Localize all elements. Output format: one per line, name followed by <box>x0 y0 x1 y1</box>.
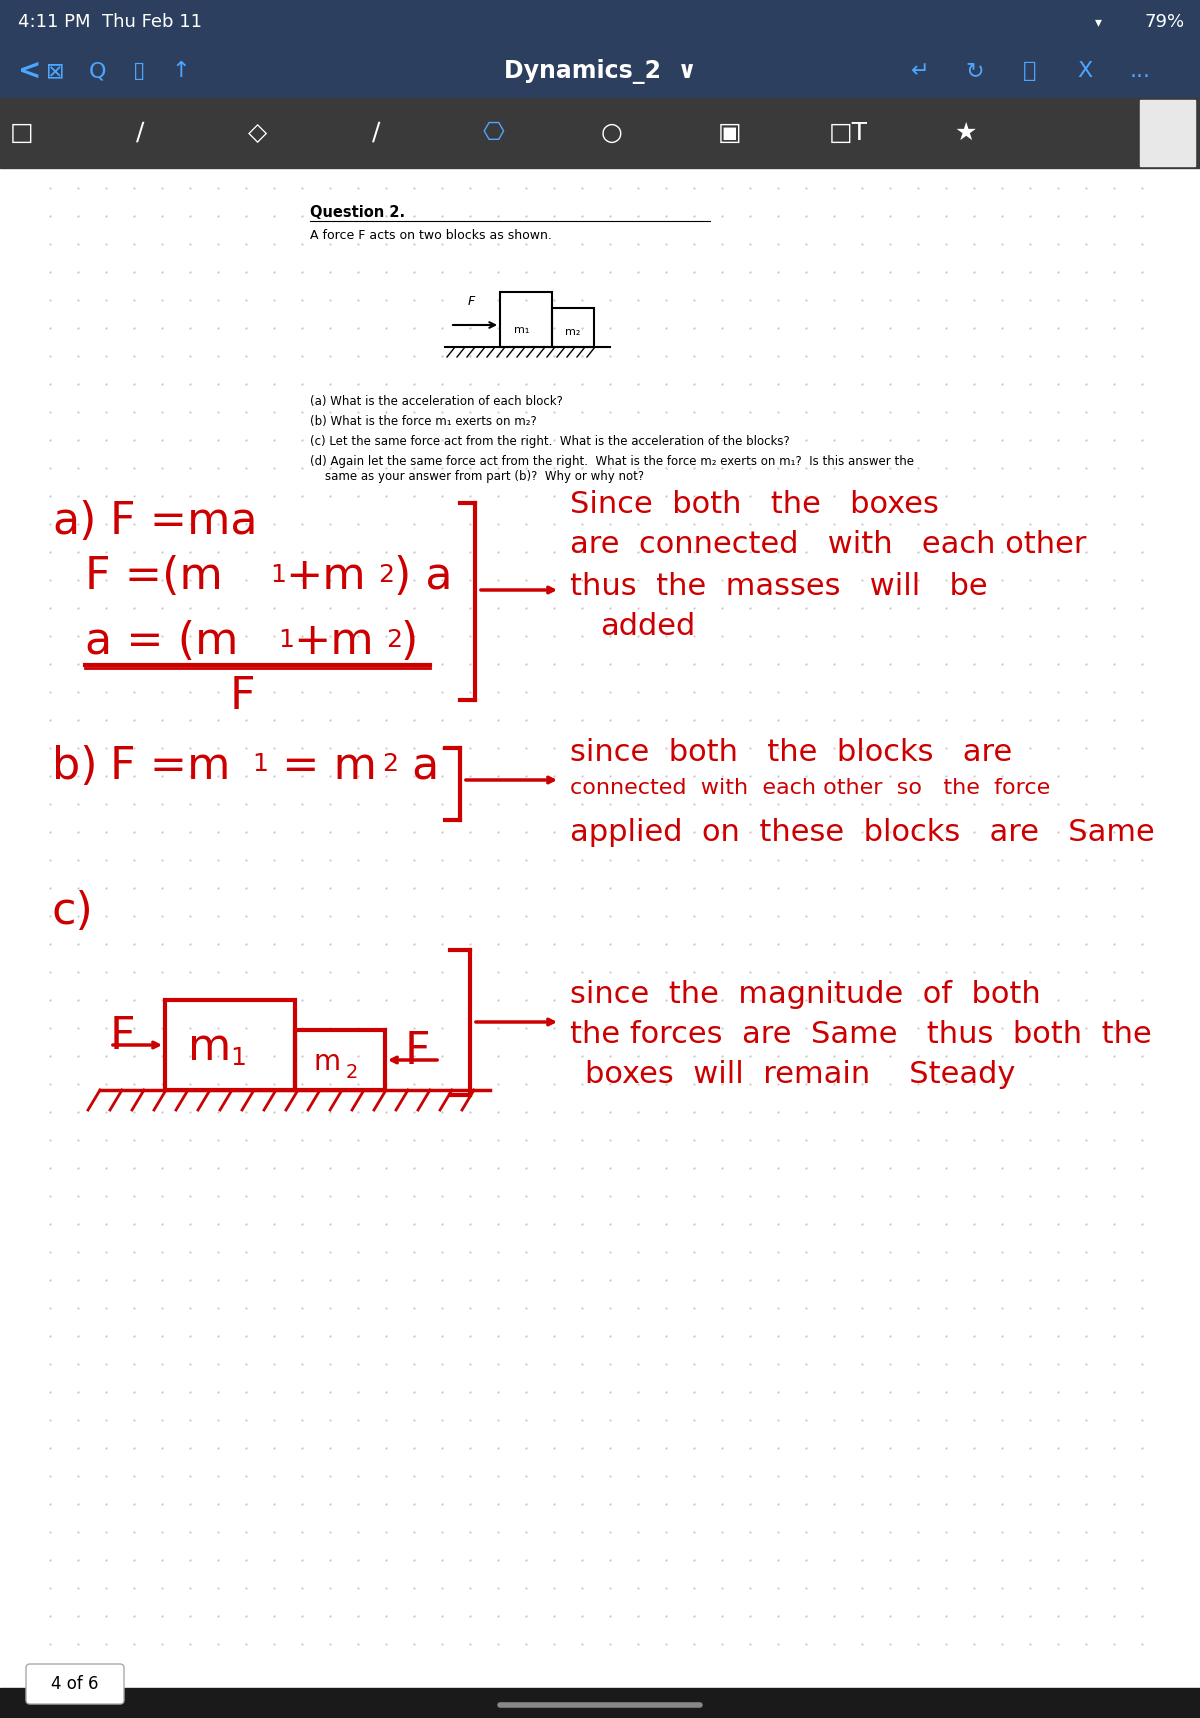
Text: m₁: m₁ <box>515 325 529 335</box>
Text: 79%: 79% <box>1145 14 1186 31</box>
Text: F: F <box>110 1015 136 1058</box>
Text: Since  both   the   boxes: Since both the boxes <box>570 490 938 519</box>
Text: a): a) <box>52 500 96 543</box>
Text: F: F <box>406 1031 431 1074</box>
Bar <box>166 1000 295 1089</box>
Text: (c) Let the same force act from the right.  What is the acceleration of the bloc: (c) Let the same force act from the righ… <box>310 435 790 448</box>
Text: ↻: ↻ <box>966 62 984 81</box>
Text: boxes  will  remain    Steady: boxes will remain Steady <box>586 1060 1015 1089</box>
Text: A force F acts on two blocks as shown.: A force F acts on two blocks as shown. <box>310 228 552 242</box>
Bar <box>0 1689 1200 1718</box>
Text: ▯: ▯ <box>133 62 145 81</box>
Text: ⎔: ⎔ <box>484 120 505 144</box>
Bar <box>552 308 594 347</box>
Text: +m: +m <box>293 620 373 663</box>
Text: since  the  magnitude  of  both: since the magnitude of both <box>570 979 1040 1008</box>
Text: 2: 2 <box>346 1062 358 1082</box>
FancyBboxPatch shape <box>26 1665 124 1704</box>
Text: F =ma: F =ma <box>110 500 258 543</box>
Text: ↵: ↵ <box>911 62 929 81</box>
Bar <box>0 0 1200 45</box>
Text: □T: □T <box>828 120 868 144</box>
Text: m₂: m₂ <box>565 326 581 337</box>
Bar <box>0 45 1200 98</box>
Text: the forces  are  Same   thus  both  the: the forces are Same thus both the <box>570 1020 1152 1050</box>
Bar <box>500 292 552 347</box>
Text: 1: 1 <box>252 752 268 777</box>
Bar <box>30 168 1170 1658</box>
Text: = m: = m <box>268 746 377 789</box>
Text: ): ) <box>400 620 418 663</box>
Text: ○: ○ <box>601 120 623 144</box>
Text: F =m: F =m <box>110 746 230 789</box>
Text: connected  with  each other  so   the  force: connected with each other so the force <box>570 778 1050 797</box>
Text: X: X <box>1078 62 1093 81</box>
Text: ↑: ↑ <box>172 62 191 81</box>
Text: F: F <box>230 675 256 718</box>
Bar <box>1140 100 1195 167</box>
Text: Question 2.: Question 2. <box>310 204 406 220</box>
Text: are  connected   with   each other: are connected with each other <box>570 529 1086 558</box>
Text: a: a <box>398 746 439 789</box>
Text: 4:11 PM  Thu Feb 11: 4:11 PM Thu Feb 11 <box>18 14 202 31</box>
Text: F: F <box>468 295 475 308</box>
Text: (b) What is the force m₁ exerts on m₂?: (b) What is the force m₁ exerts on m₂? <box>310 416 536 428</box>
Text: 2: 2 <box>386 629 402 653</box>
Text: applied  on  these  blocks   are   Same: applied on these blocks are Same <box>570 818 1154 847</box>
Bar <box>295 1031 385 1089</box>
Text: ⊠: ⊠ <box>46 62 65 81</box>
Text: ◇: ◇ <box>248 120 268 144</box>
Text: m: m <box>188 1026 232 1070</box>
Text: ★: ★ <box>955 120 977 144</box>
Text: ▣: ▣ <box>718 120 742 144</box>
Text: F =(m: F =(m <box>85 555 223 598</box>
Text: 2: 2 <box>378 564 394 588</box>
Text: 1: 1 <box>278 629 294 653</box>
Text: added: added <box>600 612 695 641</box>
Text: ∕: ∕ <box>136 120 144 144</box>
Text: (a) What is the acceleration of each block?: (a) What is the acceleration of each blo… <box>310 395 563 407</box>
Text: a = (m: a = (m <box>85 620 239 663</box>
Text: □: □ <box>10 120 34 144</box>
Text: b): b) <box>52 746 97 789</box>
Text: 1: 1 <box>230 1046 246 1070</box>
Text: thus  the  masses   will   be: thus the masses will be <box>570 572 988 601</box>
Text: (d) Again let the same force act from the right.  What is the force m₂ exerts on: (d) Again let the same force act from th… <box>310 455 914 483</box>
Text: ...: ... <box>1129 62 1151 81</box>
Text: c): c) <box>52 890 94 933</box>
Text: ∕: ∕ <box>372 120 380 144</box>
Text: ⬜: ⬜ <box>1024 62 1037 81</box>
Text: ▾: ▾ <box>1096 15 1102 29</box>
Text: +m: +m <box>286 555 366 598</box>
Text: 2: 2 <box>382 752 398 777</box>
Bar <box>0 98 1200 168</box>
Text: Q: Q <box>89 62 106 81</box>
Text: 4 of 6: 4 of 6 <box>52 1675 98 1692</box>
Text: since  both   the  blocks   are: since both the blocks are <box>570 739 1013 766</box>
Text: ) a: ) a <box>394 555 452 598</box>
Text: 1: 1 <box>270 564 286 588</box>
Text: Dynamics_2  ∨: Dynamics_2 ∨ <box>504 58 696 84</box>
Text: <: < <box>18 57 41 84</box>
Text: m: m <box>313 1048 341 1075</box>
